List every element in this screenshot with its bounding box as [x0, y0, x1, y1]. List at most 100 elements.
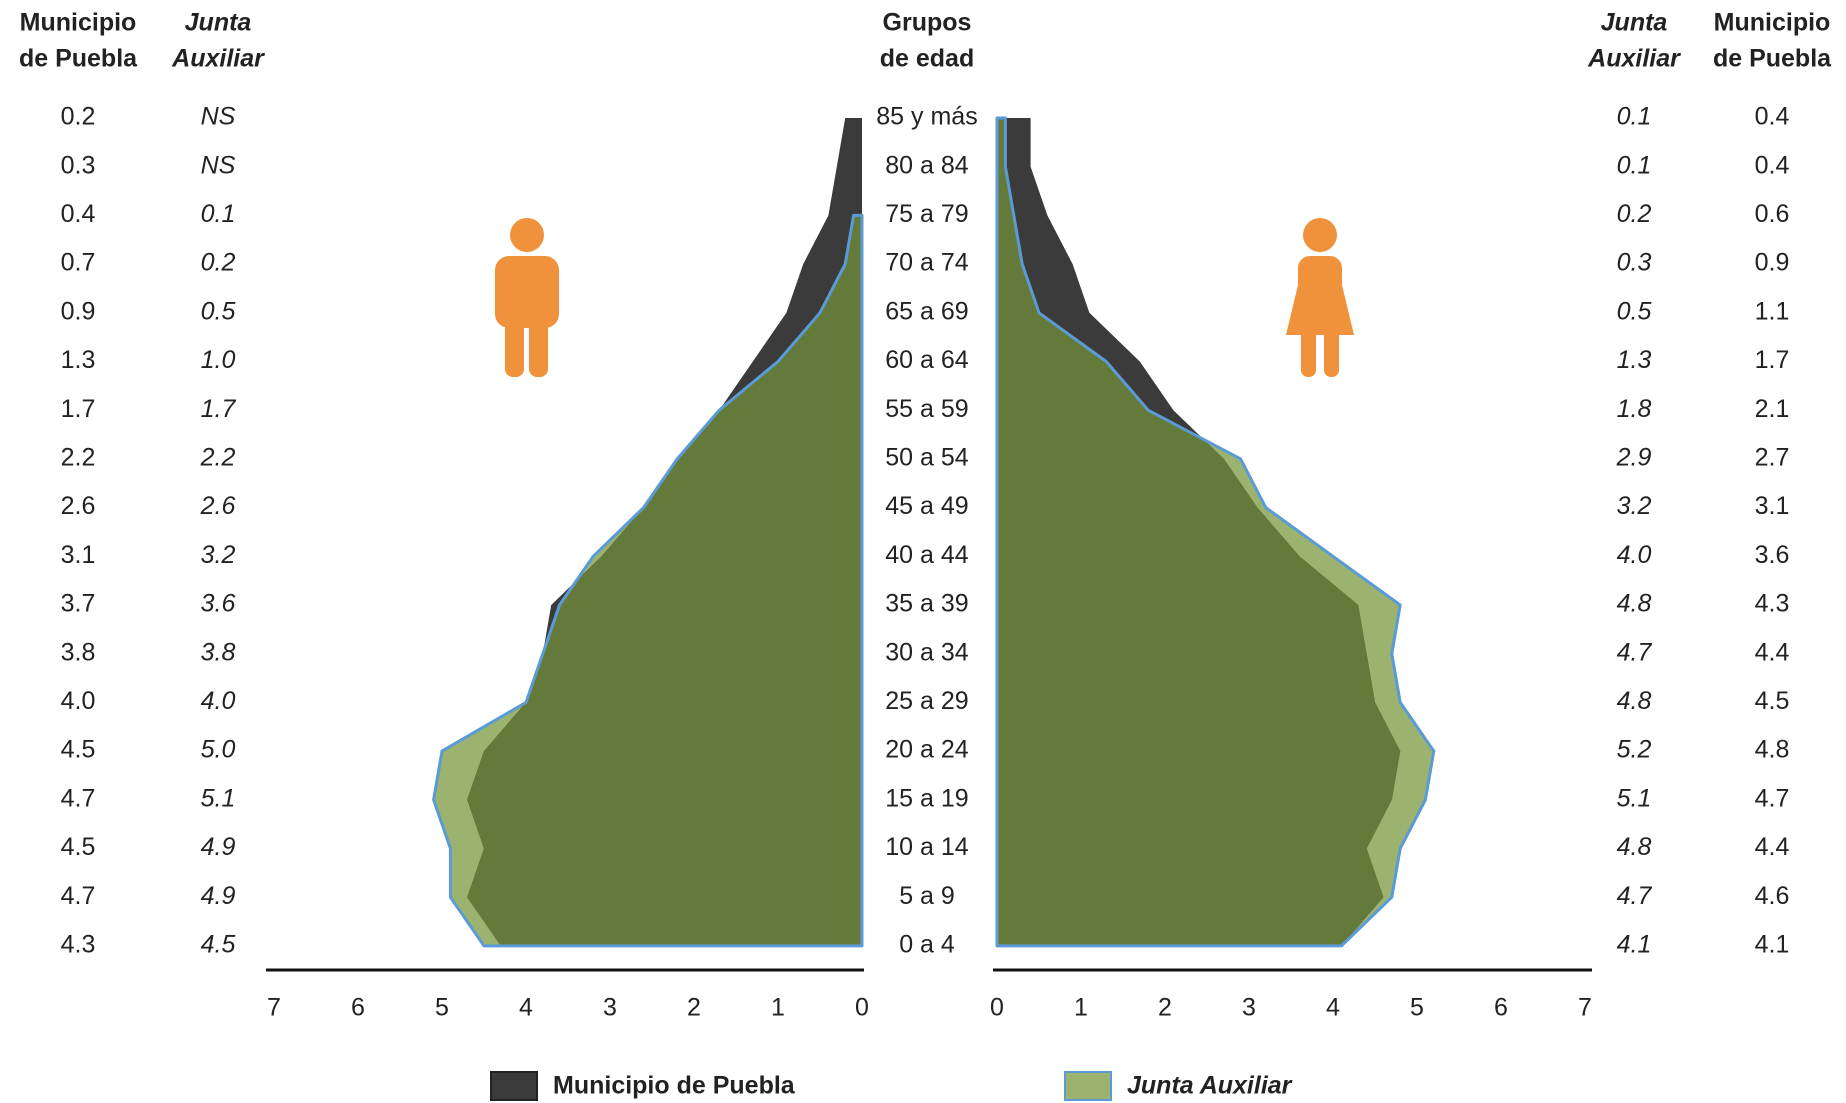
- value-label: 1.8: [1617, 395, 1652, 423]
- x-tick-label: 3: [603, 994, 617, 1022]
- value-label: 2.1: [1755, 395, 1790, 423]
- value-label: 1.7: [1755, 346, 1790, 374]
- value-label: 4.7: [1755, 784, 1790, 812]
- legend-label: Municipio de Puebla: [553, 1072, 796, 1100]
- x-tick-label: 6: [1494, 994, 1508, 1022]
- value-label: 4.8: [1617, 687, 1652, 715]
- value-label: 4.9: [201, 882, 236, 910]
- column-header: de Puebla: [1713, 45, 1832, 73]
- legend-label: Junta Auxiliar: [1127, 1072, 1293, 1100]
- value-label: 4.7: [1617, 882, 1653, 910]
- category-label: 0 a 4: [899, 931, 955, 959]
- value-label: 4.6: [1755, 882, 1790, 910]
- value-label: 4.8: [1617, 833, 1652, 861]
- value-label: 1.3: [1617, 346, 1652, 374]
- x-tick-label: 6: [351, 994, 365, 1022]
- value-label: 2.7: [1755, 444, 1790, 472]
- value-label: 4.1: [1617, 931, 1652, 959]
- value-label: 0.4: [1755, 151, 1790, 179]
- value-label: 0.9: [61, 297, 96, 325]
- value-label: 5.1: [201, 784, 236, 812]
- value-label: 4.7: [61, 784, 96, 812]
- value-label: 4.1: [1755, 931, 1790, 959]
- column-header: Grupos: [883, 9, 972, 37]
- value-label: 1.3: [61, 346, 96, 374]
- female-icon: [1286, 218, 1354, 377]
- category-label: 70 a 74: [885, 249, 969, 277]
- column-header: Junta: [185, 9, 252, 37]
- column-header: Auxiliar: [1587, 45, 1681, 73]
- value-label: NS: [201, 151, 236, 179]
- value-label: 4.5: [61, 833, 96, 861]
- column-header: Junta: [1601, 9, 1668, 37]
- legend-swatch: [490, 1071, 538, 1101]
- column-header: de edad: [880, 45, 974, 73]
- x-tick-label: 1: [771, 994, 785, 1022]
- overlap-area: [467, 215, 862, 946]
- category-label: 30 a 34: [885, 638, 969, 666]
- value-label: 4.7: [1617, 638, 1653, 666]
- value-label: 1.1: [1755, 297, 1790, 325]
- category-label: 55 a 59: [885, 395, 968, 423]
- value-label: 3.1: [61, 541, 96, 569]
- value-label: 1.0: [201, 346, 236, 374]
- category-label: 65 a 69: [885, 297, 968, 325]
- x-tick-label: 7: [267, 994, 281, 1022]
- column-header: Municipio: [20, 9, 137, 37]
- x-tick-label: 4: [1326, 994, 1340, 1022]
- value-label: 0.2: [61, 103, 96, 131]
- value-label: 4.0: [201, 687, 236, 715]
- category-label: 85 y más: [876, 103, 977, 131]
- value-label: 3.2: [201, 541, 236, 569]
- value-label: 0.1: [1617, 103, 1652, 131]
- category-label: 75 a 79: [885, 200, 968, 228]
- category-label: 20 a 24: [885, 736, 969, 764]
- legend-swatch: [1064, 1071, 1112, 1101]
- value-label: 4.5: [1755, 687, 1790, 715]
- x-tick-label: 2: [1158, 994, 1172, 1022]
- value-label: 2.6: [200, 492, 236, 520]
- value-label: 0.7: [61, 249, 96, 277]
- value-label: 4.8: [1755, 736, 1790, 764]
- value-label: 3.2: [1617, 492, 1652, 520]
- value-label: 3.6: [1755, 541, 1790, 569]
- category-label: 10 a 14: [885, 833, 969, 861]
- value-label: 3.1: [1755, 492, 1790, 520]
- column-header: Municipio: [1714, 9, 1831, 37]
- value-label: 5.1: [1617, 784, 1652, 812]
- value-label: 1.7: [201, 395, 237, 423]
- x-tick-label: 7: [1578, 994, 1592, 1022]
- category-label: 80 a 84: [885, 151, 969, 179]
- value-label: 4.5: [201, 931, 236, 959]
- value-label: 4.4: [1755, 638, 1790, 666]
- value-label: 0.2: [1617, 200, 1652, 228]
- value-label: 4.3: [61, 931, 96, 959]
- value-label: 2.9: [1616, 444, 1652, 472]
- category-label: 60 a 64: [885, 346, 969, 374]
- x-tick-label: 5: [1410, 994, 1424, 1022]
- value-label: 0.3: [1617, 249, 1652, 277]
- value-label: 0.5: [201, 297, 236, 325]
- value-label: 3.7: [61, 590, 96, 618]
- category-label: 35 a 39: [885, 590, 968, 618]
- value-label: NS: [201, 103, 236, 131]
- value-label: 0.6: [1755, 200, 1790, 228]
- value-label: 4.3: [1755, 590, 1790, 618]
- value-label: 4.4: [1755, 833, 1790, 861]
- value-label: 4.9: [201, 833, 236, 861]
- x-tick-label: 2: [687, 994, 701, 1022]
- column-header: de Puebla: [19, 45, 138, 73]
- category-label: 45 a 49: [885, 492, 968, 520]
- category-label: 5 a 9: [899, 882, 955, 910]
- value-label: 4.8: [1617, 590, 1652, 618]
- x-tick-label: 0: [990, 994, 1004, 1022]
- value-label: 3.8: [201, 638, 236, 666]
- value-label: 4.5: [61, 736, 96, 764]
- value-label: 4.7: [61, 882, 96, 910]
- value-label: 0.3: [61, 151, 96, 179]
- junta-outline: [432, 213, 864, 948]
- value-label: 3.8: [61, 638, 96, 666]
- value-label: 0.4: [1755, 103, 1790, 131]
- value-label: 0.1: [1617, 151, 1652, 179]
